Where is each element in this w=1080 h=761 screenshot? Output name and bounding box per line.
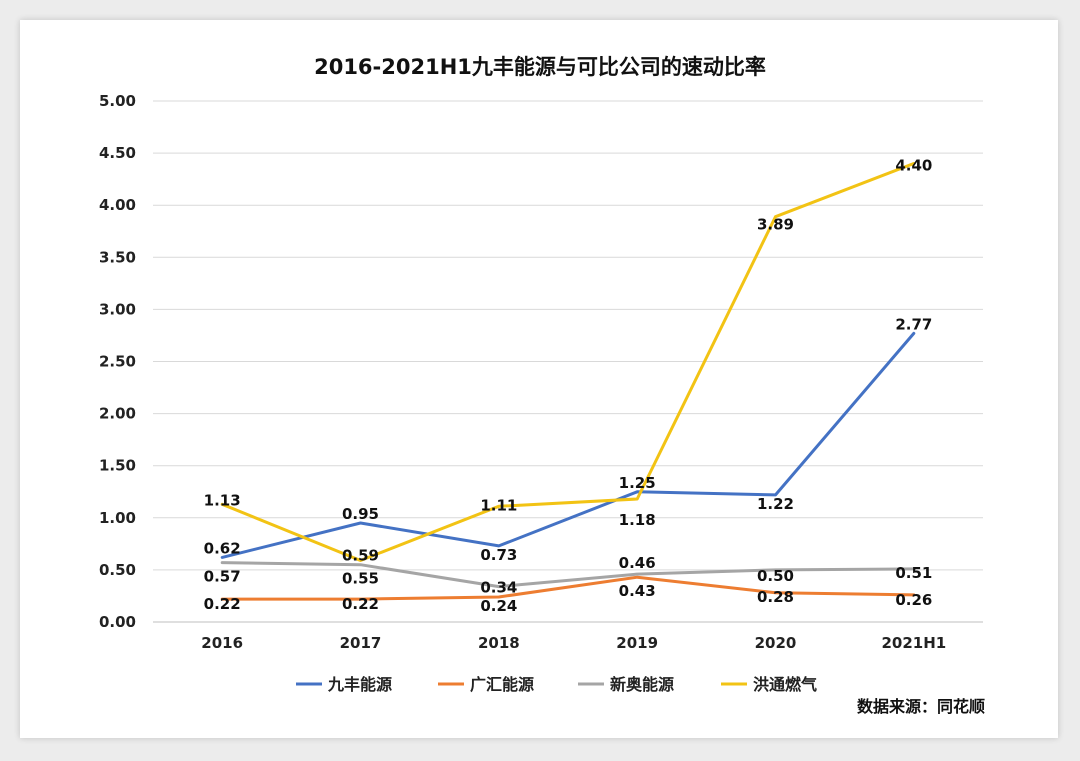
data-label: 0.46 [619, 554, 656, 572]
data-label: 0.55 [342, 570, 379, 588]
data-label: 0.43 [619, 582, 656, 600]
data-labels: 0.62 0.95 0.73 1.25 1.22 2.77 0.22 0.22 0.24 0.43… [204, 157, 933, 615]
data-label: 0.73 [480, 546, 517, 564]
legend-label: 广汇能源 [470, 675, 534, 694]
legend-label: 九丰能源 [327, 675, 392, 694]
data-label: 0.28 [757, 588, 794, 606]
x-axis: 2016 2017 2018 2019 2020 2021H1 [201, 634, 946, 652]
data-label: 1.13 [204, 491, 241, 509]
y-tick-label: 0.50 [99, 561, 136, 579]
y-tick-label: 4.00 [99, 196, 136, 214]
data-label: 1.25 [619, 474, 656, 492]
source-note: 数据来源：同花顺 [857, 697, 985, 716]
data-label: 0.62 [204, 539, 241, 557]
data-label: 0.22 [204, 595, 241, 613]
chart-title: 2016-2021H1九丰能源与可比公司的速动比率 [314, 55, 766, 79]
legend: 九丰能源 广汇能源 新奥能源 洪通燃气 [296, 675, 817, 694]
series-line-2 [220, 561, 916, 589]
y-tick-label: 0.00 [99, 613, 136, 631]
series-line-3 [220, 162, 916, 562]
data-label: 0.34 [480, 579, 517, 597]
y-axis: 0.00 0.50 1.00 1.50 2.00 2.50 3.00 3.50 4.00 4.50… [99, 92, 136, 631]
data-label: 0.50 [757, 567, 794, 585]
data-label: 0.26 [895, 591, 932, 609]
y-tick-label: 5.00 [99, 92, 136, 110]
data-label: 0.95 [342, 505, 379, 523]
y-tick-label: 1.00 [99, 509, 136, 527]
x-tick-label: 2020 [755, 634, 797, 652]
data-label: 0.22 [342, 595, 379, 613]
y-tick-label: 4.50 [99, 144, 136, 162]
series-line-1 [220, 575, 916, 601]
x-tick-label: 2019 [616, 634, 658, 652]
data-label: 1.22 [757, 495, 794, 513]
data-label: 1.11 [480, 496, 517, 514]
data-label: 1.18 [619, 511, 656, 529]
y-tick-label: 1.50 [99, 457, 136, 475]
legend-label: 洪通燃气 [753, 675, 817, 694]
x-tick-label: 2017 [340, 634, 382, 652]
data-label: 0.59 [342, 547, 379, 565]
y-tick-label: 3.00 [99, 300, 136, 318]
data-label: 0.51 [895, 564, 932, 582]
data-label: 0.57 [204, 568, 241, 586]
data-label: 4.40 [895, 157, 932, 175]
series-lines [220, 162, 916, 601]
x-tick-label: 2016 [201, 634, 243, 652]
y-tick-label: 2.50 [99, 353, 136, 371]
data-label: 2.77 [895, 315, 932, 333]
series-line-0 [220, 331, 916, 559]
y-tick-label: 3.50 [99, 248, 136, 266]
y-tick-label: 2.00 [99, 405, 136, 423]
chart-card [20, 20, 1058, 738]
data-label: 0.24 [480, 597, 517, 615]
x-tick-label: 2021H1 [881, 634, 946, 652]
legend-label: 新奥能源 [610, 675, 674, 694]
x-tick-label: 2018 [478, 634, 520, 652]
data-label: 3.89 [757, 216, 794, 234]
